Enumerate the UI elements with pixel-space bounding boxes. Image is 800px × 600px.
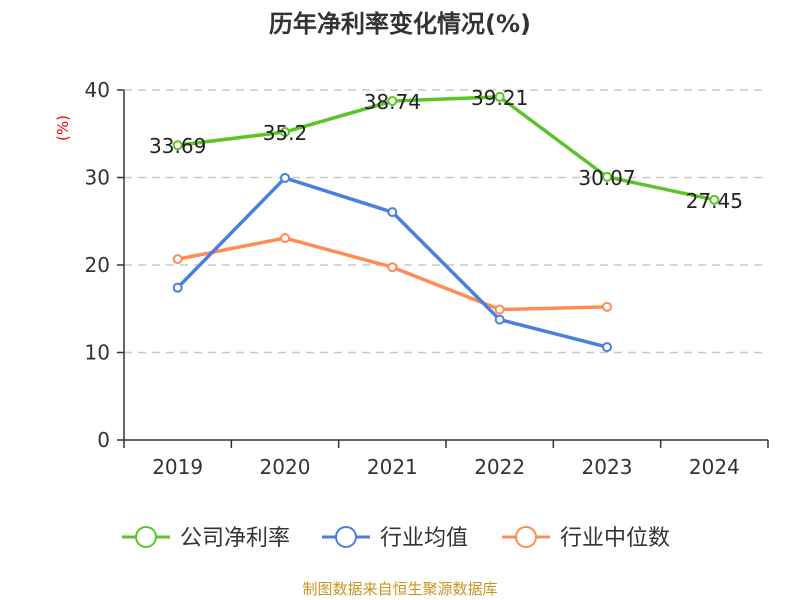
data-point	[280, 233, 290, 244]
legend-marker	[515, 526, 537, 548]
data-point	[280, 127, 290, 137]
data-point	[387, 262, 398, 273]
y-axis-label: (%)	[54, 115, 72, 141]
data-point	[602, 171, 612, 182]
data-point	[172, 254, 183, 265]
data-label: 30.07	[578, 166, 635, 190]
data-point	[602, 301, 612, 312]
legend-marker	[335, 526, 357, 548]
x-tick-label: 2022	[474, 455, 525, 479]
data-label: 39.21	[471, 86, 528, 110]
x-tick-label: 2023	[582, 455, 633, 479]
y-tick-label: 0	[97, 428, 110, 452]
legend-marker	[135, 526, 157, 548]
chart-title: 历年净利率变化情况(%)	[269, 10, 531, 38]
series-line	[177, 236, 608, 312]
legend-label: 公司净利率	[180, 526, 290, 551]
data-point	[602, 342, 612, 353]
data-point	[709, 194, 720, 205]
data-point	[494, 314, 505, 325]
data-label: 27.45	[686, 189, 743, 213]
data-label: 35.2	[263, 121, 308, 145]
data-point	[387, 96, 398, 107]
data-label: 38.74	[364, 90, 421, 114]
series-line	[177, 95, 715, 202]
data-point	[280, 172, 290, 183]
y-tick-label: 40	[85, 78, 110, 102]
x-tick-label: 2020	[260, 455, 311, 479]
data-point	[494, 304, 505, 315]
y-tick-label: 10	[85, 341, 110, 365]
x-tick-label: 2024	[689, 455, 740, 479]
x-tick-label: 2019	[152, 455, 203, 479]
data-point	[494, 91, 505, 102]
legend-label: 行业均值	[380, 526, 468, 551]
x-tick-label: 2021	[367, 455, 418, 479]
y-tick-label: 20	[85, 253, 110, 277]
legend-label: 行业中位数	[560, 526, 670, 551]
data-point	[172, 282, 183, 293]
source-note: 制图数据来自恒生聚源数据库	[302, 580, 498, 598]
y-tick-label: 30	[85, 166, 110, 190]
data-point	[172, 140, 183, 151]
data-point	[387, 207, 398, 218]
data-label: 33.69	[149, 134, 206, 158]
